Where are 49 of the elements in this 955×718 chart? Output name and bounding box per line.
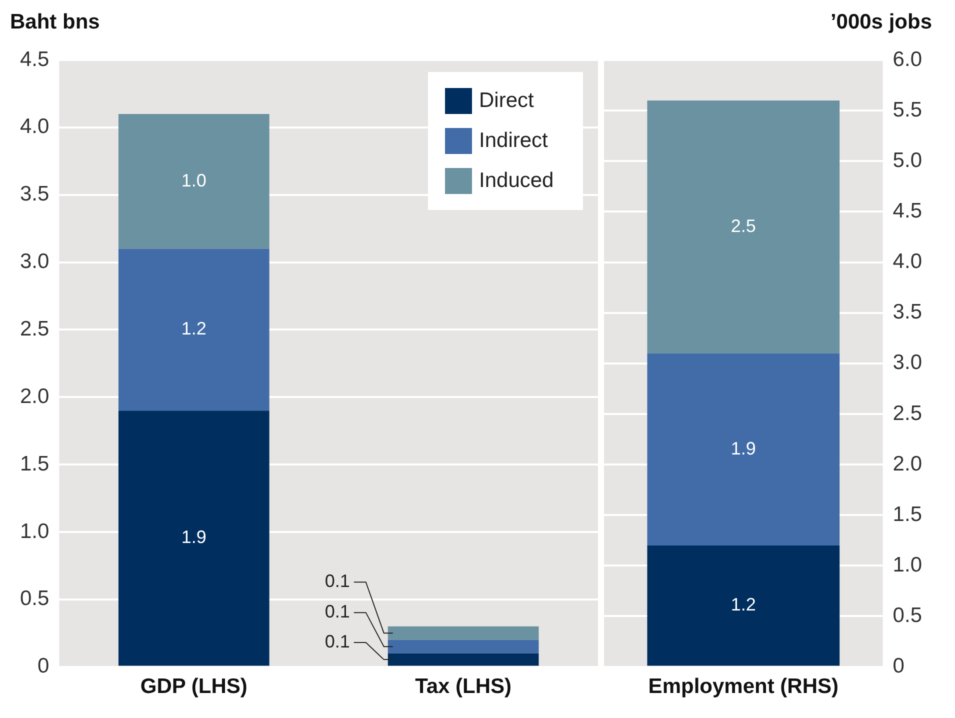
bar (388, 653, 539, 666)
y2-tick-label: 3.5 (892, 300, 922, 324)
data-label: 1.9 (730, 438, 756, 458)
y2-tick-label: 1.5 (892, 502, 922, 526)
data-label: 0.1 (324, 602, 350, 622)
legend-label: Induced (479, 168, 554, 192)
y2-tick-label: 4.0 (892, 250, 922, 274)
y-tick-label: 1.0 (20, 520, 50, 543)
y-tick-label: 0.5 (20, 587, 50, 610)
y2-tick-label: 1.0 (892, 553, 922, 576)
legend-label: Indirect (479, 128, 548, 152)
y-tick-label: 2.5 (20, 317, 50, 340)
x-tick-label: Tax (LHS) (415, 675, 512, 698)
bar (118, 410, 270, 666)
x-tick-label: GDP (LHS) (140, 675, 248, 698)
bar (118, 114, 270, 249)
data-label: 0.1 (324, 632, 350, 652)
y-tick-label: 2.0 (20, 384, 50, 408)
y2-tick-label: 2.0 (892, 452, 922, 476)
bar (647, 353, 840, 546)
y2-tick-label: 0.5 (892, 604, 922, 628)
y2-tick-label: 5.0 (892, 148, 922, 172)
y-tick-label: 4.0 (20, 115, 50, 138)
y-tick-label: 1.5 (20, 452, 50, 476)
y2-axis-title: ’000s jobs (830, 10, 932, 34)
y-tick-label: 3.5 (20, 182, 50, 206)
data-label: 1.2 (730, 594, 756, 615)
bar (388, 640, 539, 654)
data-label: 0.1 (324, 571, 350, 592)
y2-tick-label: 2.5 (892, 402, 922, 425)
y-axis-title: Baht bns (10, 10, 100, 34)
data-label: 1.0 (181, 170, 206, 190)
y-tick-label: 0 (38, 654, 50, 678)
data-label: 2.5 (730, 216, 756, 236)
y2-tick-label: 0 (892, 654, 904, 678)
bar (647, 100, 840, 354)
bar (388, 626, 539, 640)
y2-tick-label: 4.5 (892, 199, 922, 222)
y-tick-label: 4.5 (20, 48, 50, 71)
data-label: 1.9 (181, 527, 206, 548)
bar (118, 248, 270, 411)
y2-tick-label: 6.0 (892, 48, 922, 71)
y2-tick-label: 3.0 (892, 351, 922, 374)
data-label: 1.2 (181, 318, 206, 339)
bar (647, 545, 840, 666)
y-tick-label: 3.0 (20, 250, 50, 274)
x-tick-label: Employment (RHS) (648, 675, 838, 698)
y2-tick-label: 5.5 (892, 98, 922, 122)
legend-label: Direct (479, 88, 534, 112)
